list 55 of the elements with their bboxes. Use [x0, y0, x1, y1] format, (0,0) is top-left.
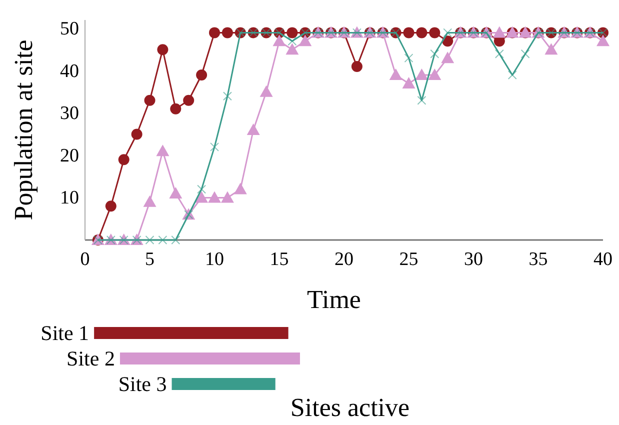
y-tick-label: Site 2: [66, 346, 115, 370]
point: [389, 68, 402, 80]
point: [298, 34, 312, 46]
point: [272, 34, 286, 46]
point: [402, 76, 416, 88]
point: [209, 27, 220, 38]
point: [416, 27, 428, 38]
point: [415, 68, 428, 80]
point: [208, 191, 221, 203]
point: [260, 85, 273, 97]
point: [105, 200, 116, 212]
point: [403, 27, 414, 38]
point: [596, 34, 610, 46]
point: [118, 154, 130, 166]
point: [195, 191, 208, 203]
point: [156, 144, 170, 156]
point: [544, 43, 558, 55]
point: [131, 128, 142, 140]
point: [351, 61, 362, 72]
x-tick-label: 10: [205, 249, 224, 270]
point: [220, 191, 234, 203]
x-tick-label: 30: [464, 249, 483, 270]
x-axis-title: Time: [307, 285, 361, 314]
point: [492, 26, 506, 38]
point: [246, 124, 260, 135]
point: [234, 182, 247, 194]
point: [170, 103, 182, 114]
point: [428, 68, 442, 80]
x-tick-label: 35: [528, 249, 548, 270]
y-tick-label: 50: [60, 18, 79, 40]
point: [286, 43, 299, 55]
point: [429, 27, 440, 38]
point: [143, 195, 156, 207]
point: [222, 27, 233, 38]
x-axis-title: Sites active: [290, 393, 410, 422]
y-tick-label: 10: [60, 188, 79, 209]
y-axis-title: Population at site: [9, 40, 38, 220]
point: [286, 27, 298, 38]
point: [169, 186, 182, 198]
point: [196, 70, 208, 80]
point: [441, 52, 454, 64]
y-tick-label: Site 1: [40, 321, 90, 345]
y-tick-label: 20: [60, 145, 79, 166]
y-tick-label: 30: [60, 103, 79, 124]
point: [144, 94, 156, 106]
y-tick-label: 40: [60, 60, 79, 82]
x-tick-label: 5: [145, 249, 154, 270]
x-tick-label: 15: [270, 249, 289, 270]
x-tick-label: 25: [399, 249, 418, 270]
point: [157, 44, 168, 56]
y-tick-label: Site 3: [118, 372, 167, 396]
x-tick-label: 0: [80, 249, 90, 270]
x-tick-label: 40: [594, 249, 612, 270]
point: [183, 94, 194, 106]
x-tick-label: 20: [334, 249, 354, 270]
